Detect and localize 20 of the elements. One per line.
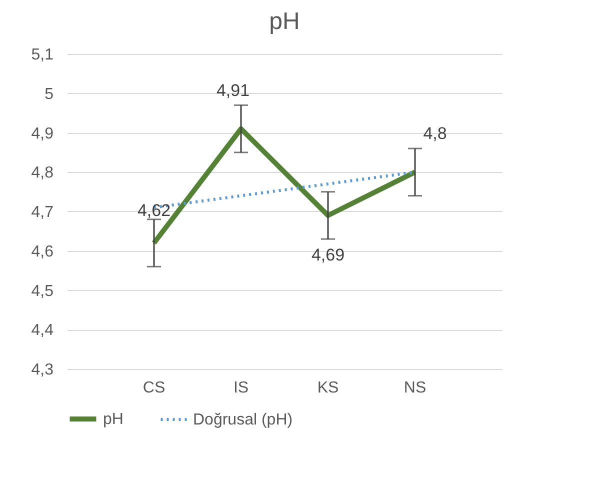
data-label: 4,62 <box>137 201 171 220</box>
y-tick-label: 5 <box>44 86 54 103</box>
legend-label: pH <box>103 411 124 428</box>
data-label: 4,91 <box>216 80 250 100</box>
y-tick-label: 4,9 <box>31 125 54 142</box>
chart-title: pH <box>269 8 300 35</box>
y-tick-label: 4,6 <box>31 243 54 260</box>
data-label: 4,69 <box>311 245 345 264</box>
data-label: 4,8 <box>423 124 447 144</box>
y-tick-label: 4,8 <box>31 164 54 182</box>
x-tick-label: CS <box>142 380 166 396</box>
y-tick-label: 4,7 <box>31 204 54 221</box>
y-tick-label: 4,4 <box>31 322 54 340</box>
y-tick-label: 5,1 <box>31 46 54 64</box>
x-tick-label: IS <box>233 380 249 396</box>
legend-label: Doğrusal (pH) <box>193 412 293 428</box>
x-tick-label: KS <box>317 380 339 396</box>
x-tick-label: NS <box>404 380 426 396</box>
y-tick-label: 4,5 <box>31 282 54 300</box>
y-tick-label: 4,3 <box>31 362 54 378</box>
